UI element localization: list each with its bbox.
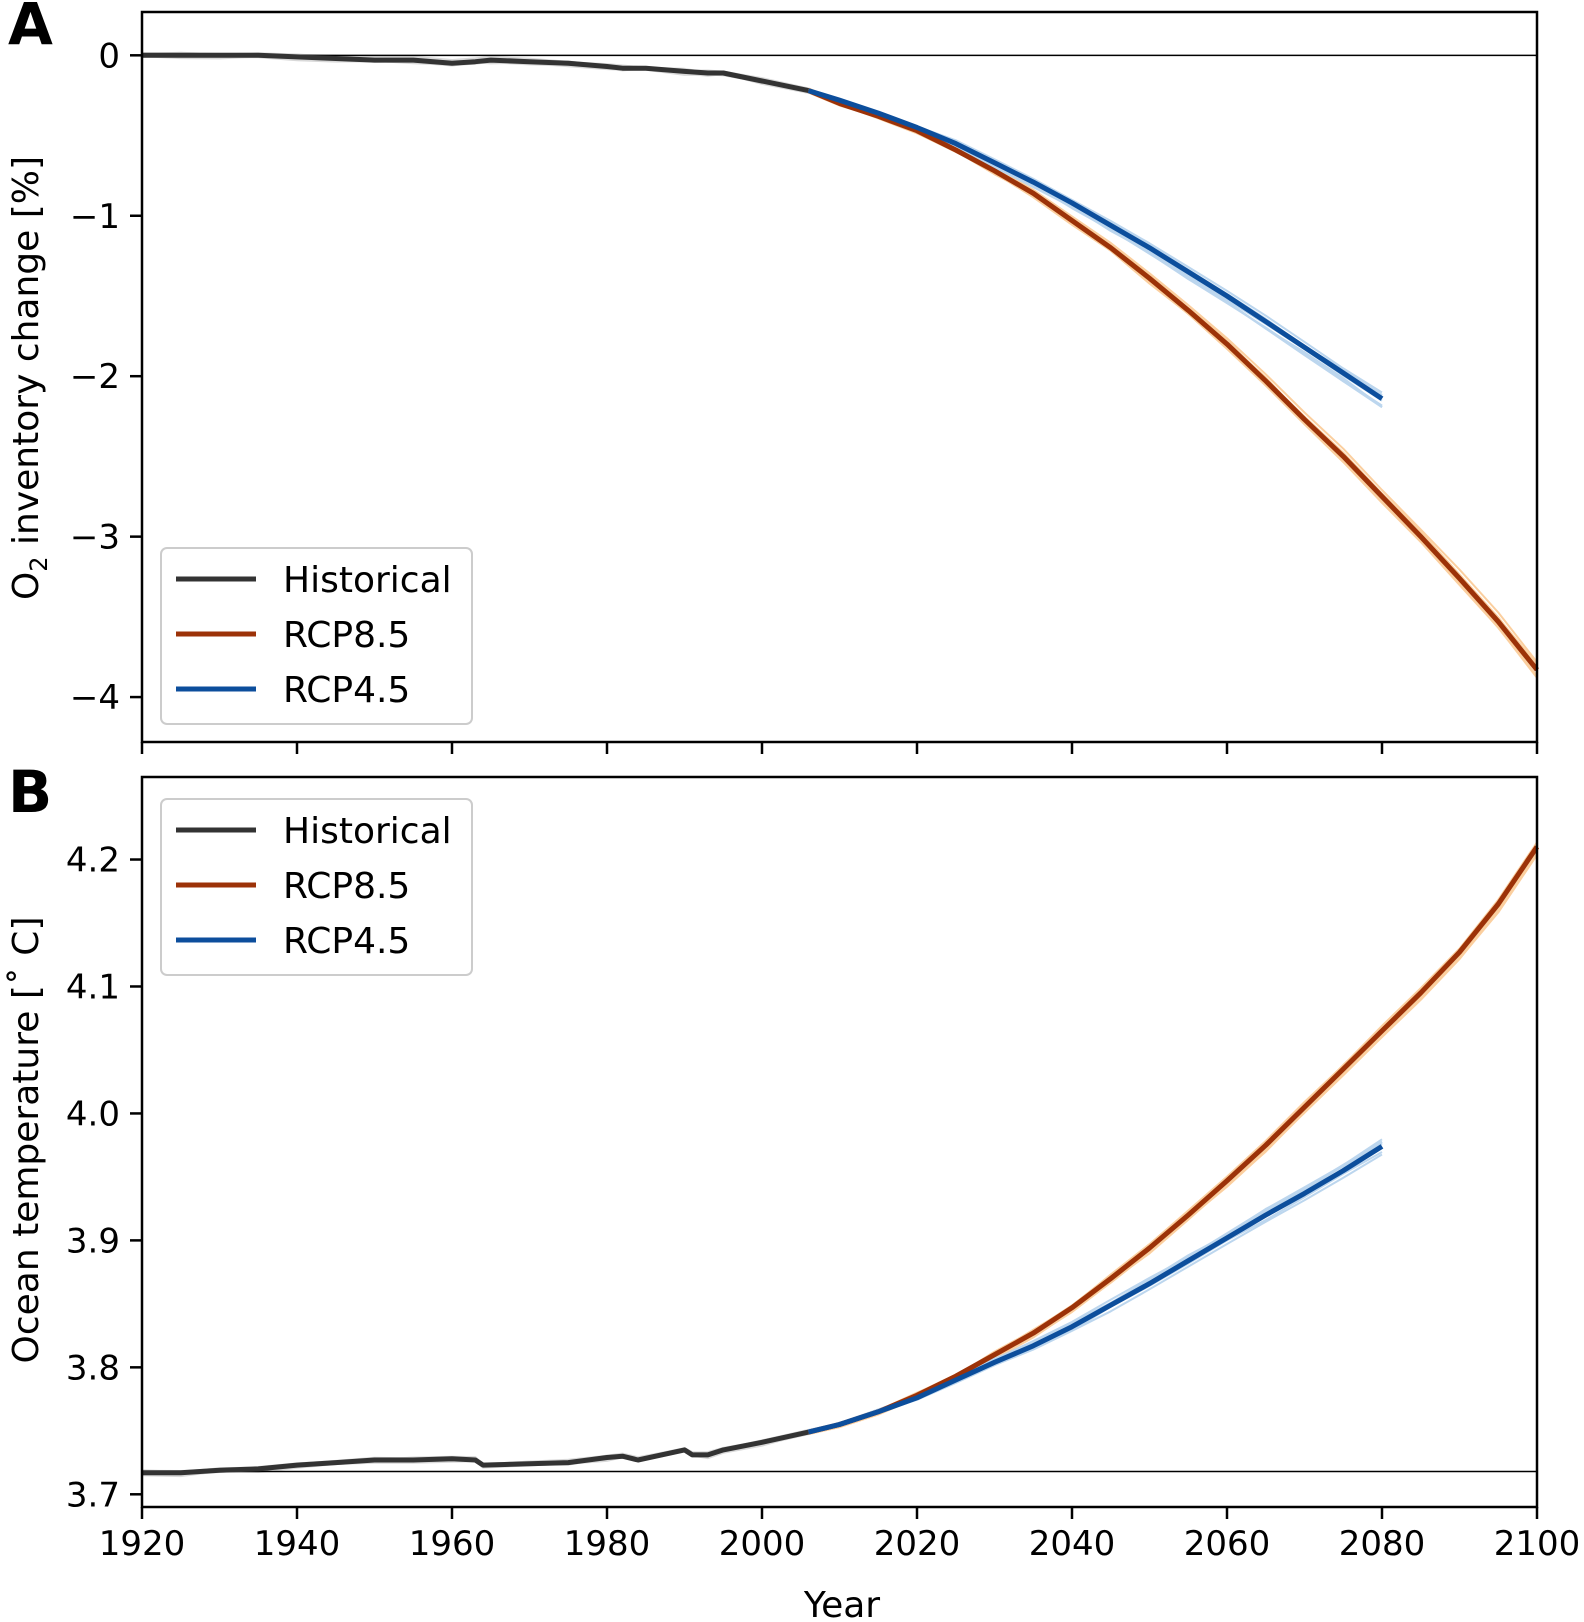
panel-b-legend-historical: Historical bbox=[283, 811, 452, 852]
panel-a-o2-inventory: 0 −1 −2 −3 −4 A O2 inventory change [%] Hist… bbox=[0, 0, 1584, 760]
panel-a-legend-rcp45: RCP4.5 bbox=[283, 670, 410, 711]
x-tick-label: 2100 bbox=[1494, 1524, 1581, 1564]
panel-b-ticks: 1920 1940 1960 1980 2000 2020 2040 2060 2080 2100… bbox=[66, 841, 1580, 1564]
panel-b-rcp85-member-line bbox=[808, 842, 1538, 1433]
x-tick-label: 2000 bbox=[719, 1524, 806, 1564]
panel-b-y-tick-label: 4.0 bbox=[66, 1094, 120, 1134]
panel-b-ocean-temperature: 1920 1940 1960 1980 2000 2020 2040 2060 2080 2100… bbox=[6, 758, 1580, 1622]
panel-b-rcp45-line bbox=[807, 1144, 1384, 1435]
panel-b-legend: Historical RCP8.5 RCP4.5 bbox=[160, 798, 473, 976]
x-tick-label: 2060 bbox=[1184, 1524, 1271, 1564]
panel-a-legend-historical: Historical bbox=[283, 560, 452, 601]
x-tick-label: 1940 bbox=[254, 1524, 341, 1564]
panel-b-y-tick-label: 4.2 bbox=[66, 841, 120, 881]
panel-b-rcp85-member-line bbox=[808, 849, 1538, 1434]
panel-b-legend-box bbox=[160, 798, 473, 976]
panel-a-rcp45-line bbox=[807, 88, 1384, 401]
panel-a-ticks: 0 −1 −2 −3 −4 bbox=[70, 36, 1539, 754]
panel-b-historical-member-line bbox=[141, 1428, 809, 1472]
panel-a-rcp85-line bbox=[807, 88, 1539, 672]
panel-b-legend-rcp85: RCP8.5 bbox=[283, 866, 410, 907]
panel-b-rcp85-member-line bbox=[808, 854, 1538, 1436]
panel-a-ylabel-suffix: inventory change [%] bbox=[6, 156, 47, 556]
x-tick-label: 2020 bbox=[874, 1524, 961, 1564]
panel-b-series bbox=[142, 845, 1540, 1476]
panel-b-historical-line bbox=[142, 1429, 810, 1476]
x-tick-label: 1920 bbox=[99, 1524, 186, 1564]
x-axis-title: Year bbox=[803, 1585, 880, 1622]
panel-b-historical-member-line bbox=[141, 1429, 809, 1474]
panel-b-rcp85-member-line bbox=[808, 850, 1538, 1435]
panel-b-y-tick-label: 3.9 bbox=[66, 1221, 120, 1261]
panel-a-y-tick-label: 0 bbox=[98, 36, 120, 76]
panel-b-rcp85-member-line bbox=[808, 841, 1538, 1433]
x-tick-label: 1980 bbox=[564, 1524, 651, 1564]
panel-a-legend-rcp85: RCP8.5 bbox=[283, 615, 410, 656]
panel-b-y-tick-label: 3.7 bbox=[66, 1475, 120, 1515]
panel-a-ylabel-subscript: 2 bbox=[25, 556, 53, 571]
panel-b-y-axis-title: Ocean temperature [˚ C] bbox=[6, 917, 47, 1364]
x-tick-label: 1960 bbox=[409, 1524, 496, 1564]
panel-a-y-tick-label: −1 bbox=[70, 197, 120, 237]
panel-a-label: A bbox=[8, 0, 53, 58]
panel-b-y-tick-label: 4.1 bbox=[66, 967, 120, 1007]
panel-a-legend-box bbox=[160, 547, 473, 725]
panel-b-legend-rcp45: RCP4.5 bbox=[283, 921, 410, 962]
panel-a-series bbox=[142, 52, 1539, 672]
panel-b-rcp85-member-line bbox=[808, 852, 1538, 1435]
panel-a-y-tick-label: −4 bbox=[70, 678, 120, 718]
panel-a-y-axis-title: O2 inventory change [%] bbox=[6, 156, 53, 600]
panel-b-rcp85-member-line bbox=[808, 848, 1538, 1434]
panel-a-y-tick-label: −2 bbox=[70, 357, 120, 397]
panel-b-y-tick-label: 3.8 bbox=[66, 1348, 120, 1388]
panel-a-ylabel-main: O bbox=[6, 572, 47, 600]
x-tick-label: 2040 bbox=[1029, 1524, 1116, 1564]
panel-b-rcp45-member-line bbox=[808, 1138, 1383, 1432]
panel-a-historical-line bbox=[142, 52, 810, 94]
panel-b-label: B bbox=[8, 758, 52, 826]
panel-b-axes-frame bbox=[140, 775, 1539, 1509]
panel-a-y-tick-label: −3 bbox=[70, 518, 120, 558]
panel-b-rcp85-line bbox=[807, 845, 1540, 1435]
x-tick-label: 2080 bbox=[1339, 1524, 1426, 1564]
panel-a-legend: Historical RCP8.5 RCP4.5 bbox=[160, 547, 473, 725]
panel-b-rcp85-member-line bbox=[808, 852, 1538, 1435]
